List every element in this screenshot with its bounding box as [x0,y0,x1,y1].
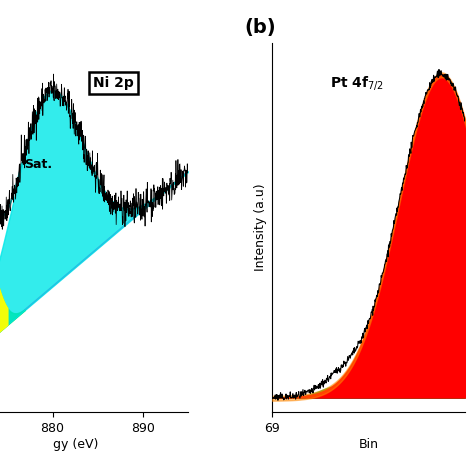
Text: Pt 4f$_{7/2}$: Pt 4f$_{7/2}$ [330,74,383,92]
Text: (b): (b) [244,18,276,37]
Text: Ni 2p: Ni 2p [93,76,134,90]
Y-axis label: Intensity (a.u): Intensity (a.u) [254,184,266,271]
Text: Sat.: Sat. [24,158,52,171]
X-axis label: gy (eV): gy (eV) [53,438,98,451]
X-axis label: Bin: Bin [358,438,378,451]
